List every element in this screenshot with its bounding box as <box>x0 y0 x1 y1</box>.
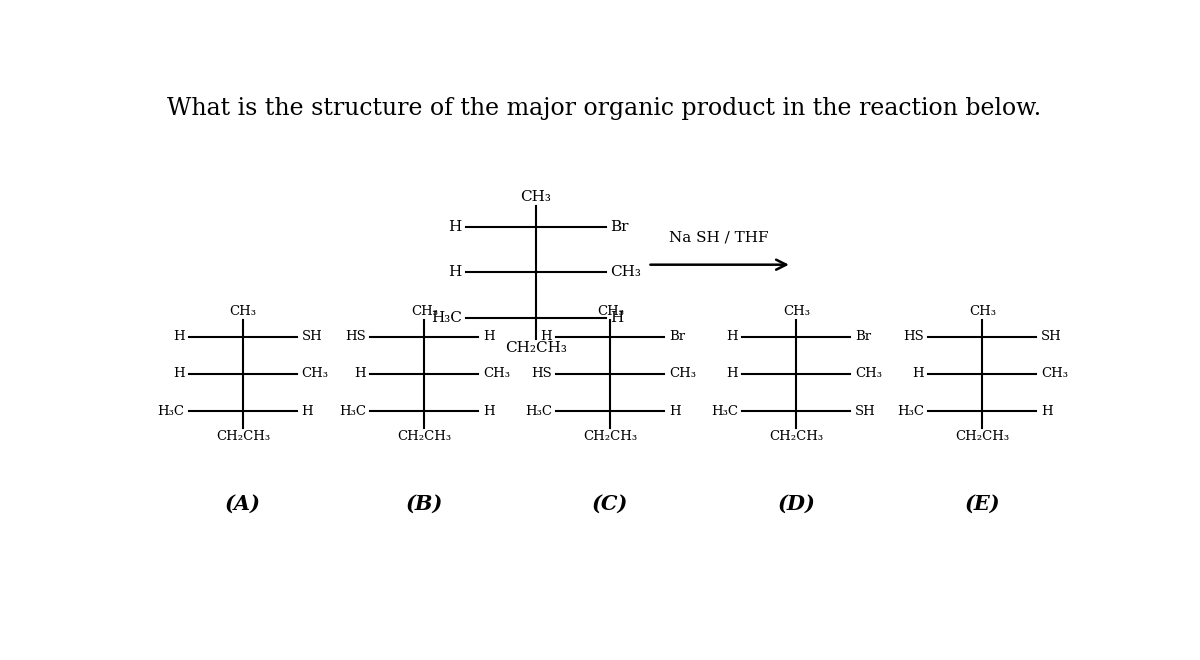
Text: HS: HS <box>904 331 924 343</box>
Text: CH₃: CH₃ <box>668 368 696 380</box>
Text: H: H <box>611 311 624 325</box>
Text: CH₃: CH₃ <box>611 265 641 279</box>
Text: H₃C: H₃C <box>338 405 366 418</box>
Text: CH₃: CH₃ <box>229 306 257 318</box>
Text: (C): (C) <box>592 494 629 513</box>
Text: H: H <box>912 368 924 380</box>
Text: CH₂CH₃: CH₂CH₃ <box>583 430 637 443</box>
Text: What is the structure of the major organic product in the reaction below.: What is the structure of the major organ… <box>167 97 1040 120</box>
Text: CH₂CH₃: CH₂CH₃ <box>397 430 451 443</box>
Text: H: H <box>1040 405 1052 418</box>
Text: CH₃: CH₃ <box>301 368 329 380</box>
Text: CH₃: CH₃ <box>521 189 551 204</box>
Text: CH₃: CH₃ <box>854 368 882 380</box>
Text: H: H <box>668 405 680 418</box>
Text: Br: Br <box>854 331 871 343</box>
Text: Br: Br <box>611 220 629 234</box>
Text: CH₂CH₃: CH₂CH₃ <box>955 430 1009 443</box>
Text: H: H <box>301 405 313 418</box>
Text: HS: HS <box>346 331 366 343</box>
Text: CH₃: CH₃ <box>410 306 438 318</box>
Text: H: H <box>449 265 462 279</box>
Text: H₃C: H₃C <box>710 405 738 418</box>
Text: SH: SH <box>1040 331 1062 343</box>
Text: (E): (E) <box>965 494 1000 513</box>
Text: Na SH / THF: Na SH / THF <box>670 230 769 244</box>
Text: CH₂CH₃: CH₂CH₃ <box>505 341 566 355</box>
Text: CH₃: CH₃ <box>596 306 624 318</box>
Text: H₃C: H₃C <box>524 405 552 418</box>
Text: H: H <box>726 331 738 343</box>
Text: H: H <box>726 368 738 380</box>
Text: HS: HS <box>532 368 552 380</box>
Text: (B): (B) <box>406 494 443 513</box>
Text: H: H <box>540 331 552 343</box>
Text: CH₂CH₃: CH₂CH₃ <box>216 430 270 443</box>
Text: Br: Br <box>668 331 685 343</box>
Text: H₃C: H₃C <box>431 311 462 325</box>
Text: H: H <box>173 368 185 380</box>
Text: CH₃: CH₃ <box>1040 368 1068 380</box>
Text: SH: SH <box>854 405 876 418</box>
Text: H₃C: H₃C <box>157 405 185 418</box>
Text: H₃C: H₃C <box>896 405 924 418</box>
Text: (D): (D) <box>778 494 815 513</box>
Text: H: H <box>482 405 494 418</box>
Text: H: H <box>449 220 462 234</box>
Text: CH₃: CH₃ <box>482 368 510 380</box>
Text: H: H <box>354 368 366 380</box>
Text: CH₃: CH₃ <box>782 306 810 318</box>
Text: SH: SH <box>301 331 323 343</box>
Text: CH₃: CH₃ <box>968 306 996 318</box>
Text: CH₂CH₃: CH₂CH₃ <box>769 430 823 443</box>
Text: H: H <box>173 331 185 343</box>
Text: H: H <box>482 331 494 343</box>
Text: (A): (A) <box>226 494 262 513</box>
